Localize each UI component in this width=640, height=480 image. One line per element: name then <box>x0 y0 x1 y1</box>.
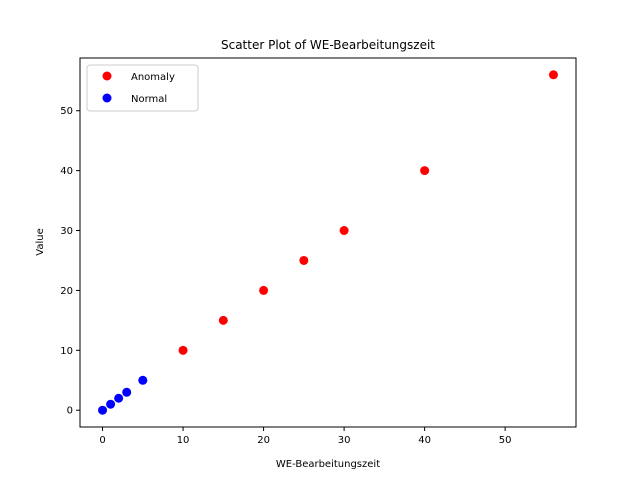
x-axis-label: WE-Bearbeitungszeit <box>276 459 380 470</box>
legend-label-anomaly: Anomaly <box>131 72 175 83</box>
normal-point <box>114 393 124 403</box>
anomaly-point <box>548 70 558 80</box>
anomaly-point <box>259 285 269 295</box>
legend-box <box>86 64 199 112</box>
x-tick-label: 20 <box>257 435 270 446</box>
normal-point <box>138 375 148 385</box>
y-tick-label: 0 <box>67 406 73 417</box>
y-tick-label: 10 <box>60 346 73 357</box>
legend-marker-anomaly <box>102 71 112 81</box>
plot-frame <box>79 57 577 428</box>
anomaly-point <box>218 315 228 325</box>
legend: Anomaly Normal <box>86 64 199 112</box>
x-tick-label: 40 <box>418 435 431 446</box>
anomaly-point <box>299 255 309 265</box>
normal-point <box>106 399 116 409</box>
y-tick-label: 50 <box>60 106 73 117</box>
chart-title: Scatter Plot of WE-Bearbeitungszeit <box>221 38 435 52</box>
anomaly-point <box>420 166 430 176</box>
normal-point <box>122 387 132 397</box>
x-tick-label: 0 <box>99 435 105 446</box>
y-tick-label: 40 <box>60 166 73 177</box>
x-tick-label: 10 <box>177 435 190 446</box>
x-axis-ticks: 0 10 20 30 40 50 <box>99 427 512 446</box>
y-axis-ticks: 0 10 20 30 40 50 <box>60 106 80 417</box>
y-axis-label: Value <box>35 228 46 255</box>
x-tick-label: 30 <box>338 435 351 446</box>
y-tick-label: 30 <box>60 226 73 237</box>
anomaly-point <box>178 345 188 355</box>
anomaly-point <box>339 226 349 236</box>
data-points <box>98 70 558 415</box>
normal-point <box>98 405 108 415</box>
legend-label-normal: Normal <box>131 94 167 105</box>
y-tick-label: 20 <box>60 286 73 297</box>
x-tick-label: 50 <box>499 435 512 446</box>
legend-marker-normal <box>102 93 112 103</box>
